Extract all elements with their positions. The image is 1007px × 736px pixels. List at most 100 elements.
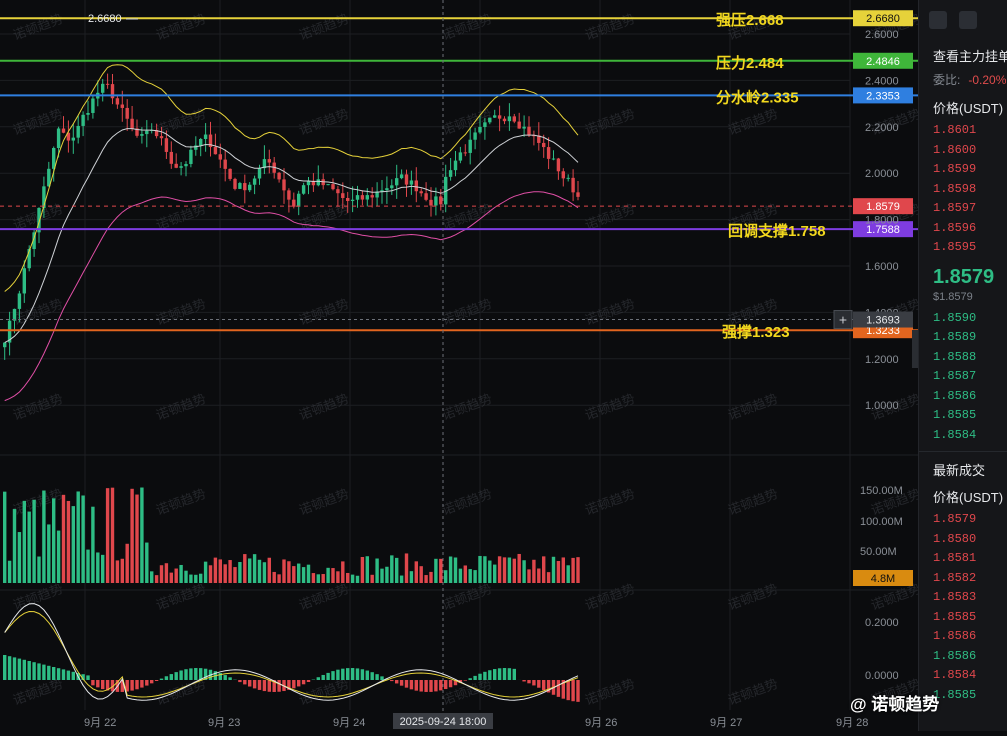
orderbook-layout-icon[interactable] [929, 11, 947, 29]
bid-row[interactable]: 1.8587 [919, 367, 1007, 387]
macd-bar [449, 680, 452, 687]
chart-area[interactable]: 诺顿趋势诺顿趋势诺顿趋势诺顿趋势诺顿趋势诺顿趋势诺顿趋势诺顿趋势诺顿趋势诺顿趋势… [0, 0, 918, 731]
macd-bar [179, 670, 182, 680]
macd-bar [72, 672, 75, 680]
candle-body [390, 185, 393, 188]
ask-row[interactable]: 1.8599 [919, 160, 1007, 180]
volume-bar [449, 557, 452, 583]
latest-trades-title[interactable]: 最新成交 [919, 451, 1007, 483]
candle-body [23, 268, 26, 293]
volume-bar [145, 543, 148, 583]
panel-tabs[interactable] [919, 0, 1007, 40]
macd-bar [478, 674, 481, 680]
macd-bar [292, 680, 295, 688]
volume-bar [62, 495, 65, 583]
ask-row[interactable]: 1.8600 [919, 141, 1007, 161]
candle-body [518, 122, 521, 129]
volume-bar [292, 566, 295, 583]
volume-bar [273, 572, 276, 583]
candle-body [292, 200, 295, 207]
volume-bar [175, 569, 178, 583]
bid-row[interactable]: 1.8590 [919, 309, 1007, 329]
candle-body [341, 193, 344, 198]
macd-bar [346, 668, 349, 680]
candle-body [454, 161, 457, 171]
macd-bar [101, 680, 104, 689]
macd-bar [42, 665, 45, 680]
watermark-text: 诺顿趋势 [583, 11, 637, 43]
volume-bar [282, 559, 285, 583]
volume-bar [13, 509, 16, 583]
candle-body [469, 140, 472, 153]
main-orders-link[interactable]: 查看主力挂单 [919, 40, 1007, 65]
volume-bar [527, 569, 530, 583]
macd-bar [165, 676, 168, 680]
volume-bar [312, 573, 315, 583]
candle-body [356, 195, 359, 200]
watermark-text: 诺顿趋势 [11, 486, 65, 518]
candle-body [170, 152, 173, 164]
macd-bar [390, 680, 393, 681]
trade-row[interactable]: 1.8585 [919, 608, 1007, 628]
trades-price-header: 价格(USDT) [919, 483, 1007, 510]
watermark-text: 诺顿趋势 [154, 486, 208, 518]
macd-bar [297, 680, 300, 686]
macd-bar [184, 669, 187, 680]
last-price: 1.8579 [919, 258, 1007, 289]
current-price-tag-text: 1.8579 [866, 201, 900, 213]
time-axis-label: 9月 23 [208, 717, 240, 729]
macd-bar [224, 675, 227, 680]
ratio-label: 委比: [933, 73, 960, 87]
ask-row[interactable]: 1.8601 [919, 121, 1007, 141]
trade-row[interactable]: 1.8586 [919, 627, 1007, 647]
volume-bar [390, 555, 393, 583]
watermark-text: 诺顿趋势 [583, 106, 637, 138]
ask-row[interactable]: 1.8597 [919, 199, 1007, 219]
candle-body [165, 138, 168, 152]
bid-row[interactable]: 1.8588 [919, 348, 1007, 368]
trade-row[interactable]: 1.8581 [919, 549, 1007, 569]
trade-row[interactable]: 1.8579 [919, 510, 1007, 530]
volume-bar [184, 571, 187, 583]
macd-bar [47, 666, 50, 680]
volume-axis-label: 100.00M [860, 516, 903, 528]
bid-row[interactable]: 1.8586 [919, 387, 1007, 407]
volume-bar [179, 565, 182, 583]
bid-row[interactable]: 1.8584 [919, 426, 1007, 446]
candle-body [145, 131, 148, 134]
orderbook-bids-icon[interactable] [959, 11, 977, 29]
trade-row[interactable]: 1.8584 [919, 666, 1007, 686]
macd-bar [13, 657, 16, 680]
volume-bar [170, 573, 173, 583]
candle-body [91, 99, 94, 113]
trade-row[interactable]: 1.8586 [919, 647, 1007, 667]
volume-bar [405, 553, 408, 583]
trade-row[interactable]: 1.8580 [919, 530, 1007, 550]
candle-body [106, 84, 109, 85]
candle-body [86, 113, 89, 115]
macd-bar [527, 680, 530, 683]
candle-body [547, 147, 550, 159]
macd-axis-label: 0.0000 [865, 670, 899, 682]
bid-row[interactable]: 1.8585 [919, 406, 1007, 426]
candle-body [395, 178, 398, 185]
volume-bar [204, 562, 207, 583]
volume-bar [86, 550, 89, 583]
resistance-tag-text: 2.4846 [866, 56, 900, 68]
ask-row[interactable]: 1.8595 [919, 238, 1007, 258]
volume-bar [537, 569, 540, 583]
macd-bar [371, 672, 374, 680]
candle-body [287, 190, 290, 199]
watermark-text: 诺顿趋势 [440, 391, 494, 423]
price-axis-label: 1.6000 [865, 261, 899, 273]
volume-bar [77, 491, 80, 583]
trade-row[interactable]: 1.8583 [919, 588, 1007, 608]
candle-body [228, 169, 231, 179]
macd-bar [508, 668, 511, 680]
ask-row[interactable]: 1.8598 [919, 180, 1007, 200]
kline-chart[interactable]: 诺顿趋势诺顿趋势诺顿趋势诺顿趋势诺顿趋势诺顿趋势诺顿趋势诺顿趋势诺顿趋势诺顿趋势… [0, 0, 918, 731]
bid-row[interactable]: 1.8589 [919, 328, 1007, 348]
trade-row[interactable]: 1.8582 [919, 569, 1007, 589]
ask-row[interactable]: 1.8596 [919, 219, 1007, 239]
candle-body [160, 136, 163, 138]
